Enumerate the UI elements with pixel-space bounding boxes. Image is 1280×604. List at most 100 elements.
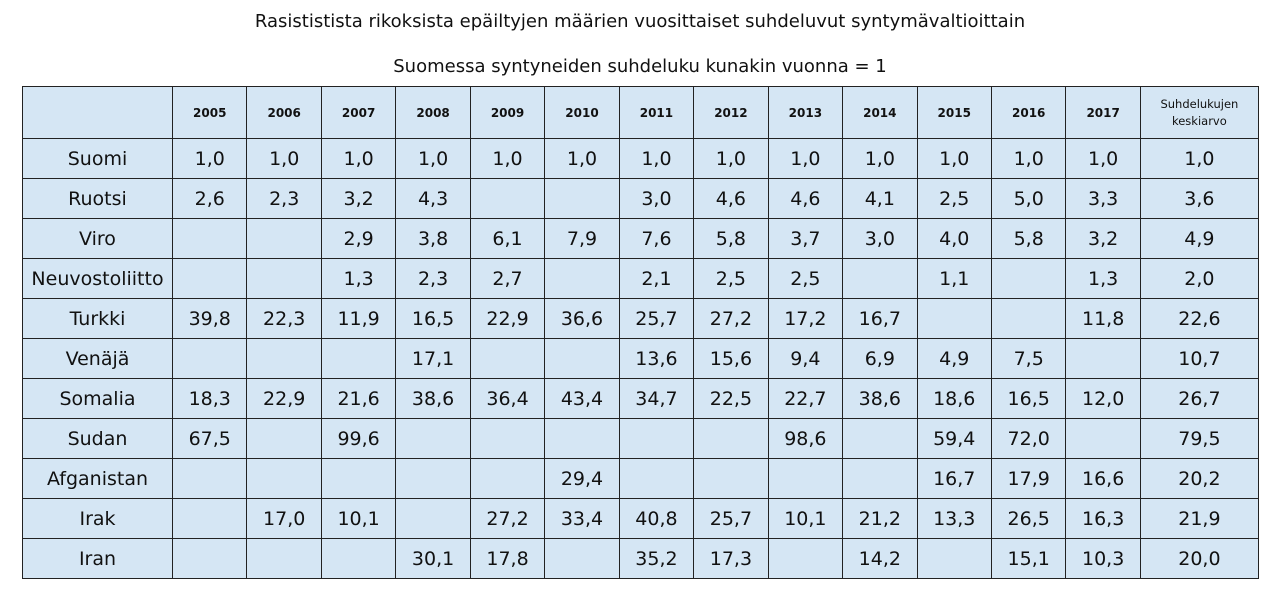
row-label: Afganistan — [22, 458, 173, 499]
table-cell — [246, 338, 322, 379]
table-cell: 99,6 — [320, 418, 397, 459]
table-cell — [171, 458, 248, 499]
table-row: Somalia 18,3 22,9 21,6 38,6 36,4 43,4 34,7 22,5 2… — [22, 378, 1259, 419]
table-cell: 22,7 — [767, 378, 844, 419]
table-cell: 20,0 — [1139, 538, 1259, 579]
table-cell: 22,9 — [246, 378, 322, 419]
table-cell: 15,1 — [990, 538, 1067, 579]
table-row: Viro 2,9 3,8 6,1 7,9 7,6 5,8 3,7 3,0 4,0 5,8 3,2 4,9 — [22, 218, 1259, 259]
table-cell — [320, 538, 397, 579]
data-table: 2005 2006 2007 2008 2009 2010 2011 2012 2013 2014… — [22, 86, 1259, 579]
table-cell — [246, 418, 322, 459]
table-cell — [990, 258, 1067, 299]
row-label: Suomi — [22, 138, 173, 179]
table-row: Iran 30,1 17,8 35,2 17,3 14,2 15,1 10,3 20,0 — [22, 538, 1259, 579]
column-header: Suhdelukujen keskiarvo — [1139, 86, 1259, 139]
table-cell: 14,2 — [842, 538, 918, 579]
table-cell: 2,7 — [469, 258, 546, 299]
table-row: Venäjä 17,1 13,6 15,6 9,4 6,9 4,9 7,5 10,7 — [22, 338, 1259, 379]
table-cell: 4,6 — [767, 178, 844, 219]
table-cell — [246, 258, 322, 299]
row-label: Irak — [22, 498, 173, 539]
table-cell: 1,0 — [916, 138, 992, 179]
table-cell: 1,1 — [916, 258, 992, 299]
table-cell — [171, 538, 248, 579]
table-cell: 13,3 — [916, 498, 992, 539]
table-cell: 25,7 — [693, 498, 769, 539]
table-cell: 36,6 — [544, 298, 620, 339]
table-cell: 1,3 — [1065, 258, 1141, 299]
column-header: 2007 — [320, 86, 397, 139]
table-cell: 10,7 — [1139, 338, 1259, 379]
table-cell: 3,8 — [395, 218, 471, 259]
table-cell — [246, 458, 322, 499]
table-cell: 72,0 — [990, 418, 1067, 459]
table-cell: 3,0 — [618, 178, 695, 219]
table-cell — [544, 538, 620, 579]
table-cell — [544, 258, 620, 299]
column-header: 2005 — [171, 86, 248, 139]
table-cell: 11,8 — [1065, 298, 1141, 339]
title: Rasististista rikoksista epäiltyjen määr… — [254, 11, 1026, 32]
table-cell: 30,1 — [395, 538, 471, 579]
table-row: Turkki 39,8 22,3 11,9 16,5 22,9 36,6 25,7 27,2 17… — [22, 298, 1259, 339]
table-cell: 1,0 — [171, 138, 248, 179]
table-cell: 17,2 — [767, 298, 844, 339]
table-cell: 22,6 — [1139, 298, 1259, 339]
table-cell: 6,9 — [842, 338, 918, 379]
table-cell — [916, 298, 992, 339]
table-cell: 29,4 — [544, 458, 620, 499]
table-cell: 38,6 — [842, 378, 918, 419]
table-cell: 20,2 — [1139, 458, 1259, 499]
table-cell: 7,5 — [990, 338, 1067, 379]
table-cell: 1,0 — [469, 138, 546, 179]
row-label: Neuvostoliitto — [22, 258, 173, 299]
table-cell: 16,6 — [1065, 458, 1141, 499]
table-cell — [171, 498, 248, 539]
table-cell: 2,6 — [171, 178, 248, 219]
table-cell — [395, 418, 471, 459]
table-cell: 79,5 — [1139, 418, 1259, 459]
table-cell: 5,8 — [990, 218, 1067, 259]
table-cell: 15,6 — [693, 338, 769, 379]
table-cell — [395, 458, 471, 499]
row-label: Iran — [22, 538, 173, 579]
table-cell — [469, 458, 546, 499]
table-cell: 4,1 — [842, 178, 918, 219]
table-row: Afganistan 29,4 16,7 17,9 16,6 20,2 — [22, 458, 1259, 499]
table-cell: 4,0 — [916, 218, 992, 259]
table-cell: 17,9 — [990, 458, 1067, 499]
table-cell: 22,3 — [246, 298, 322, 339]
column-header: 2009 — [469, 86, 546, 139]
table-cell — [544, 338, 620, 379]
table-cell: 12,0 — [1065, 378, 1141, 419]
table-cell: 4,9 — [916, 338, 992, 379]
table-cell: 1,3 — [320, 258, 397, 299]
table-cell — [618, 418, 695, 459]
table-cell: 16,5 — [395, 298, 471, 339]
table-cell: 4,9 — [1139, 218, 1259, 259]
table-cell: 16,5 — [990, 378, 1067, 419]
table-cell: 1,0 — [320, 138, 397, 179]
table-cell: 7,9 — [544, 218, 620, 259]
table-cell: 5,8 — [693, 218, 769, 259]
subtitle: Suomessa syntyneiden suhdeluku kunakin v… — [393, 56, 887, 77]
table-cell — [469, 178, 546, 219]
table-cell: 5,0 — [990, 178, 1067, 219]
table-cell: 3,2 — [1065, 218, 1141, 259]
table-cell: 2,9 — [320, 218, 397, 259]
table-cell: 17,1 — [395, 338, 471, 379]
table-cell — [246, 218, 322, 259]
table-cell — [544, 418, 620, 459]
table-cell: 17,8 — [469, 538, 546, 579]
table-cell — [842, 258, 918, 299]
table-cell — [842, 458, 918, 499]
table-cell: 2,1 — [618, 258, 695, 299]
row-label: Turkki — [22, 298, 173, 339]
row-label: Viro — [22, 218, 173, 259]
table-cell: 33,4 — [544, 498, 620, 539]
table-cell: 1,0 — [1065, 138, 1141, 179]
table-cell: 2,5 — [693, 258, 769, 299]
table-cell — [693, 418, 769, 459]
table-cell: 98,6 — [767, 418, 844, 459]
